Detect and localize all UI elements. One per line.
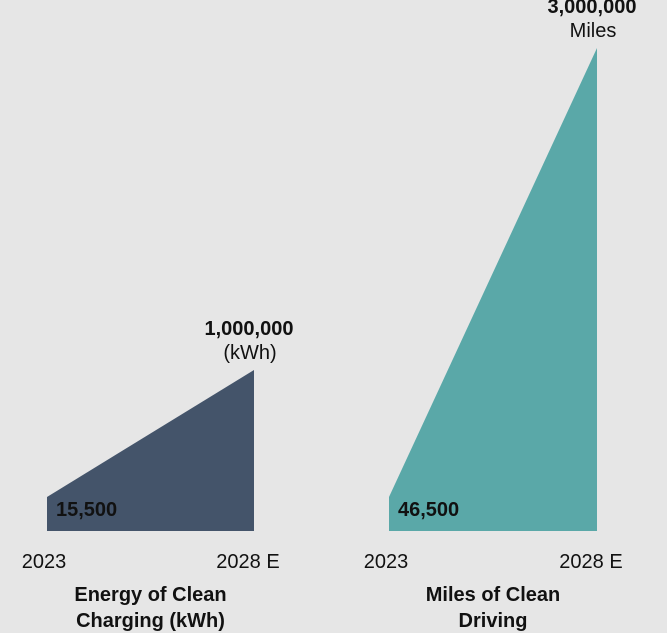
miles-start-value-label: 46,500 <box>398 499 459 521</box>
miles-end-unit-label: Miles <box>570 20 617 42</box>
energy-title-line-1: Energy of Clean <box>74 584 226 606</box>
miles-x-tick-2023: 2023 <box>364 551 409 573</box>
energy-end-value-label: 1,000,000 <box>205 318 294 340</box>
miles-title-line-1: Miles of Clean <box>426 584 560 606</box>
energy-chart: 15,500 1,000,000 (kWh) 2023 2028 E Energ… <box>22 318 294 632</box>
energy-x-tick-2023: 2023 <box>22 551 67 573</box>
miles-end-value-label: 3,000,000 <box>548 0 637 18</box>
miles-title-line-2: Driving <box>459 610 528 632</box>
miles-area <box>389 48 597 531</box>
miles-chart: 46,500 3,000,000 Miles 2023 2028 E Miles… <box>364 0 637 632</box>
energy-area <box>47 370 254 531</box>
energy-start-value-label: 15,500 <box>56 499 117 521</box>
miles-x-tick-2028e: 2028 E <box>559 551 622 573</box>
energy-x-tick-2028e: 2028 E <box>216 551 279 573</box>
energy-end-unit-label: (kWh) <box>223 342 276 364</box>
energy-title-line-2: Charging (kWh) <box>76 610 225 632</box>
